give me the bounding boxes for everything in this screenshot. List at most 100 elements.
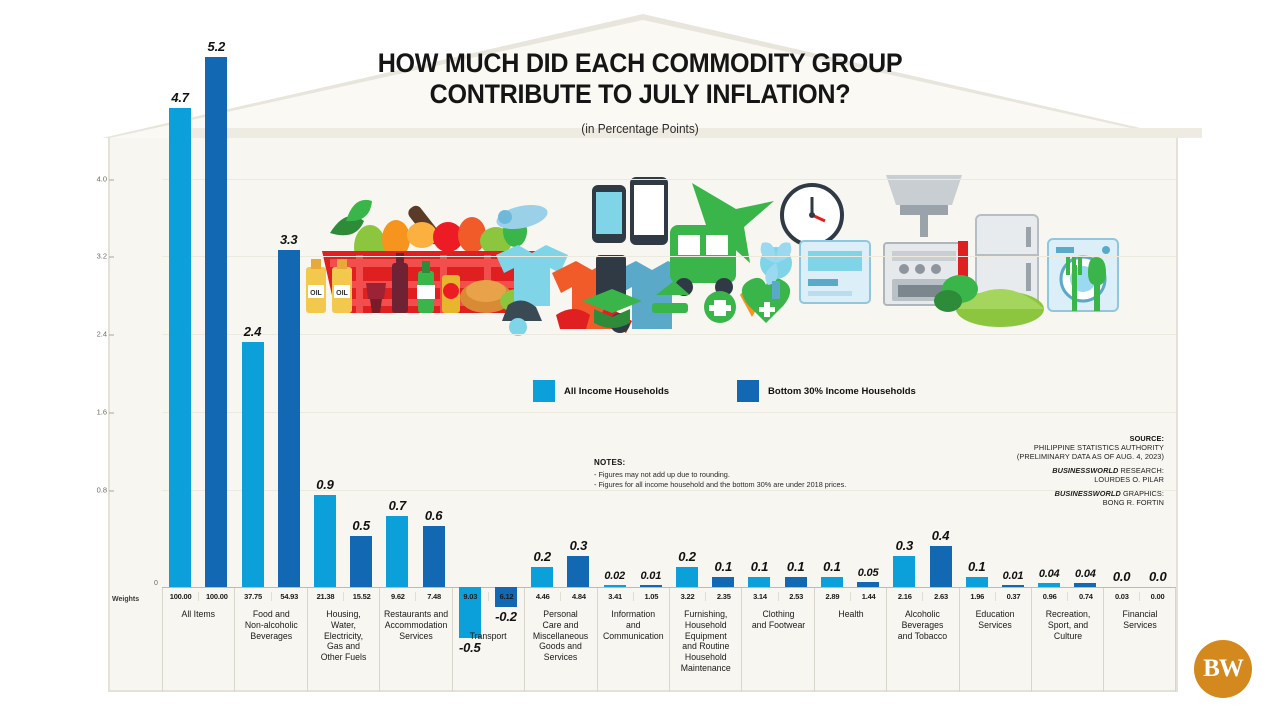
bar-slot: 0.0	[1140, 150, 1176, 602]
phones-illustration	[592, 177, 668, 333]
bar-value-label: 0.01	[1002, 569, 1024, 582]
legend-swatch-all-income	[533, 380, 555, 402]
bar-slot: 0.3	[560, 150, 596, 602]
bar-value-label: 0.1	[786, 558, 805, 574]
category-label: Housing, Water, Electricity, Gas and Other F…	[320, 609, 367, 663]
bar-group: 0.7 0.6	[379, 150, 451, 602]
bar-value-label: 0.2	[678, 548, 696, 564]
bar-group: 0.1 0.1	[741, 150, 813, 602]
bar	[277, 250, 300, 587]
weight-category-column: 2.16 2.63 Alcoholic Beverages and Tobacco	[886, 588, 958, 692]
bar-value-label: 0.04	[1038, 567, 1060, 580]
chart-legend: All Income Households Bottom 30% Income …	[533, 380, 916, 402]
bar-slot: 0.2	[524, 150, 560, 602]
source-block: SOURCE: PHILIPPINE STATISTICS AUTHORITY …	[1017, 434, 1164, 507]
bar-group: 0.0 0.0	[1103, 150, 1175, 602]
bar	[422, 525, 445, 587]
bar-value-label: 0.5	[352, 518, 370, 533]
bar	[1001, 584, 1024, 587]
legend-item-all-income: All Income Households	[533, 380, 669, 402]
title-line-2: CONTRIBUTE TO JULY INFLATION?	[429, 78, 851, 109]
weight-value: 0.74	[1078, 592, 1093, 601]
category-label: Restaurants and Accommodation Services	[383, 609, 449, 641]
bar-slot: 3.3	[271, 150, 307, 602]
bar-slot: 0.04	[1031, 150, 1067, 602]
y-tick-2: 2.4	[96, 329, 115, 339]
bar-slot: -0.5	[452, 150, 488, 655]
research-heading: BUSINESSWORLD RESEARCH:	[1052, 466, 1164, 475]
bar	[1074, 582, 1097, 587]
bar-slot: 5.2	[198, 39, 234, 602]
bar-value-label: 0.6	[424, 507, 443, 523]
bar-groups: 4.7 5.2 2.4 3.3 0.9 0.5 0.7 0.6 -0.5 -0.2 0.2 0.3 0.…	[162, 39, 1176, 655]
bar-value-label: -0.5	[458, 640, 481, 655]
weight-value: 2.89	[815, 592, 852, 601]
note-item-1: - Figures for all income household and t…	[594, 480, 847, 489]
bar-value-label: 0.04	[1075, 567, 1096, 580]
house-roof-shape	[84, 10, 1202, 138]
weight-value: 0.37	[1006, 592, 1021, 601]
weight-category-column: 0.03 0.00 Financial Services	[1103, 588, 1176, 692]
bar-value-label: 0.1	[967, 558, 986, 574]
commodity-illustration: OIL OIL	[300, 155, 1180, 355]
svg-text:OIL: OIL	[310, 290, 322, 297]
y-tick-0: 0.8	[96, 485, 115, 495]
bar	[350, 536, 373, 587]
chart-subtitle: (in Percentage Points)	[581, 122, 699, 136]
bar-group: 2.4 3.3	[234, 150, 306, 602]
bar-value-label: 0.7	[388, 497, 407, 513]
bar-slot: 0.7	[379, 150, 415, 602]
weight-category-column: 3.41 1.05 Information and Communication	[596, 588, 669, 692]
bar-value-label: 3.3	[279, 232, 298, 248]
page-title: HOW MUCH DID EACH COMMODITY GROUP CONTRI…	[300, 48, 980, 136]
weight-category-column: 9.03 6.12 Transport	[451, 588, 524, 692]
weights-axis-label: Weights	[112, 596, 140, 603]
bar-slot: 0.0	[1103, 150, 1139, 602]
bar-slot: 0.1	[959, 150, 995, 602]
bar-value-label: 0.0	[1112, 569, 1131, 584]
bar-value-label: 5.2	[207, 38, 226, 54]
bar-slot: 0.3	[886, 150, 922, 602]
source-heading: SOURCE:	[1129, 434, 1164, 443]
bar-group: 0.3 0.4	[886, 150, 958, 602]
bar-value-label: 0.05	[857, 566, 879, 579]
weight-category-column: 1.96 0.37 Education Services	[958, 588, 1031, 692]
bar-slot: 0.9	[307, 150, 343, 602]
bar-slot: -0.2	[488, 150, 524, 624]
category-label: Personal Care and Miscellaneous Goods and Se…	[533, 609, 589, 663]
category-label: Furnishing, Household Equipment and Routine…	[680, 609, 731, 673]
bar	[241, 342, 264, 587]
weight-value: 2.53	[789, 592, 804, 601]
category-label: Information and Communication	[602, 609, 664, 641]
weight-value: 2.63	[934, 592, 948, 601]
bar	[965, 576, 988, 587]
bar	[712, 576, 735, 587]
bar-slot: 2.4	[234, 150, 270, 602]
bar-value-label: 0.1	[823, 558, 841, 574]
bar-group: 0.9 0.5	[307, 150, 379, 602]
bar	[676, 566, 699, 587]
bar-slot: 0.4	[922, 150, 958, 602]
bar	[857, 581, 880, 587]
bar-slot: 0.5	[343, 150, 379, 602]
source-line-1: PHILIPPINE STATISTICS AUTHORITY	[1033, 443, 1164, 452]
weight-value: 54.93	[280, 592, 299, 601]
bar-group: -0.5 -0.2	[452, 150, 524, 655]
bar	[313, 495, 336, 587]
bar-slot: 0.1	[778, 150, 814, 602]
bar-slot: 0.1	[814, 150, 850, 602]
bar-value-label: 0.1	[714, 558, 733, 574]
note-item-0: - Figures may not add up due to rounding…	[594, 470, 730, 479]
bar-group: 0.2 0.3	[524, 150, 596, 602]
bar-value-label: 0.0	[1149, 569, 1167, 584]
bar-group: 0.2 0.1	[669, 150, 741, 602]
bar	[639, 584, 662, 587]
weight-value: 1.05	[644, 592, 659, 601]
weight-value: 100.00	[205, 592, 228, 601]
bar-value-label: 0.3	[895, 538, 914, 554]
category-label: Transport	[469, 631, 507, 641]
weight-value: 9.62	[380, 592, 417, 601]
legend-swatch-bottom30	[737, 380, 760, 402]
bar-value-label: 0.3	[569, 538, 588, 554]
category-label: Health	[837, 609, 864, 619]
